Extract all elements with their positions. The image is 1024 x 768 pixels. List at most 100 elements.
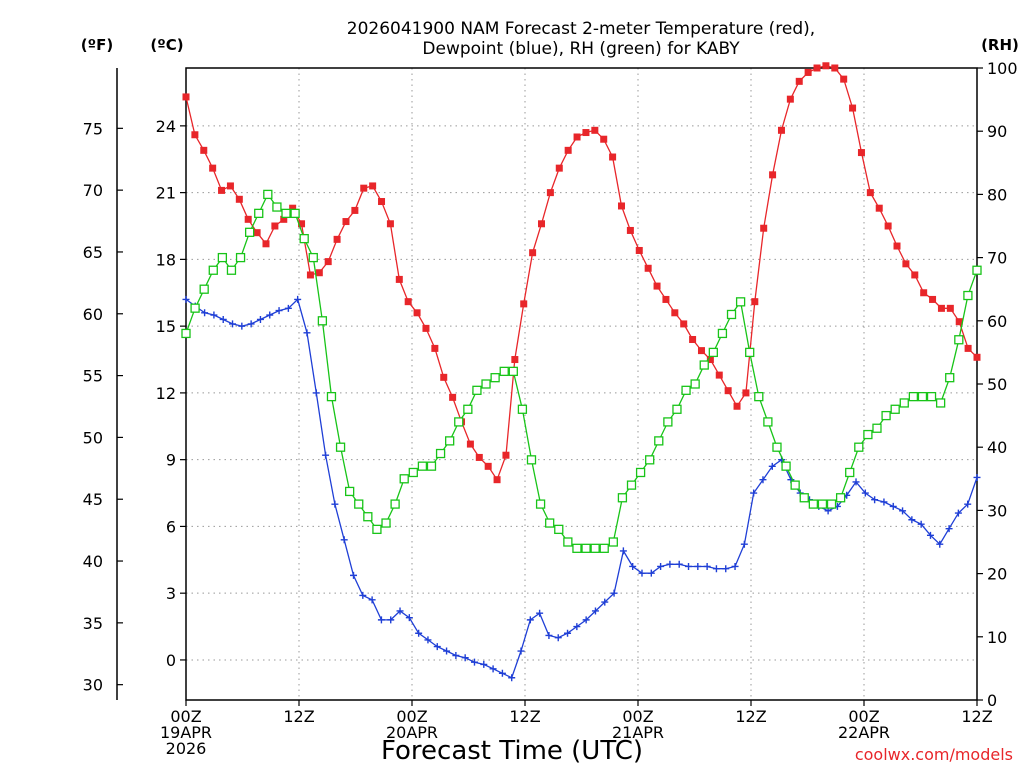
dewpoint-point bbox=[619, 547, 627, 555]
rh-tick-label: 20 bbox=[987, 565, 1007, 584]
temperature-point bbox=[502, 451, 510, 459]
temperature-point bbox=[866, 189, 874, 197]
dewpoint-point bbox=[945, 525, 953, 533]
dewpoint-point bbox=[908, 516, 916, 524]
dewpoint-point bbox=[368, 596, 376, 604]
rh-point bbox=[872, 423, 882, 433]
chart-title-line2: Dewpoint (blue), RH (green) for KABY bbox=[422, 39, 740, 59]
rh-point bbox=[663, 417, 673, 427]
dewpoint-point bbox=[275, 307, 283, 315]
dewpoint-point bbox=[936, 540, 944, 548]
rh-point bbox=[290, 208, 300, 219]
temperature-point bbox=[182, 93, 190, 101]
dewpoint-point bbox=[340, 536, 348, 544]
dewpoint-point bbox=[350, 571, 358, 579]
temperature-line bbox=[185, 65, 978, 482]
temperature-point bbox=[946, 304, 954, 312]
temperature-point bbox=[857, 149, 865, 157]
dewpoint-point bbox=[219, 315, 227, 323]
x-tick-label: 12Z bbox=[509, 707, 540, 726]
temperature-point bbox=[804, 68, 812, 76]
temperature-point bbox=[191, 131, 199, 139]
temperature-point bbox=[884, 222, 892, 230]
dewpoint-line bbox=[185, 298, 978, 679]
rh-unit-label: (RH) bbox=[981, 36, 1019, 54]
dewpoint-point bbox=[564, 629, 572, 637]
temperature-point bbox=[529, 249, 537, 257]
rh-point bbox=[835, 493, 846, 503]
dewpoint-point bbox=[861, 489, 869, 497]
fahrenheit-tick-label: 30 bbox=[83, 676, 103, 695]
rh-point bbox=[526, 455, 537, 465]
dewpoint-point bbox=[256, 315, 264, 323]
temperature-point bbox=[449, 393, 457, 401]
dewpoint-point bbox=[759, 476, 767, 484]
fahrenheit-tick-label: 55 bbox=[83, 367, 103, 386]
dewpoint-point bbox=[880, 498, 888, 506]
rh-tick-label: 10 bbox=[987, 628, 1007, 647]
temperature-point bbox=[564, 146, 572, 154]
temperature-point bbox=[929, 295, 937, 303]
temperature-point bbox=[235, 195, 243, 203]
rh-point bbox=[708, 347, 718, 358]
x-tick-label: 21APR bbox=[612, 723, 664, 742]
rh-point bbox=[754, 391, 764, 402]
dewpoint-point bbox=[415, 629, 423, 637]
rh-tick-label: 0 bbox=[987, 691, 997, 710]
dewpoint-point bbox=[405, 614, 413, 622]
rh-point bbox=[963, 290, 973, 301]
celsius-tick-label: 24 bbox=[156, 117, 176, 136]
rh-point bbox=[926, 391, 937, 402]
rh-point bbox=[244, 227, 255, 237]
temperature-point bbox=[617, 202, 625, 210]
rh-point bbox=[735, 297, 746, 307]
temperature-point bbox=[635, 246, 643, 254]
celsius-tick-label: 3 bbox=[166, 584, 176, 603]
temperature-point bbox=[520, 300, 528, 308]
rh-tick-label: 30 bbox=[987, 501, 1007, 520]
temperature-point bbox=[724, 387, 732, 395]
rh-point bbox=[726, 309, 737, 320]
rh-point bbox=[881, 410, 891, 421]
rh-point bbox=[426, 461, 437, 471]
temperature-point bbox=[555, 164, 563, 172]
temperature-point bbox=[902, 260, 910, 268]
temperature-point bbox=[777, 126, 785, 134]
dewpoint-point bbox=[852, 478, 860, 486]
temperature-point bbox=[484, 462, 492, 470]
temperature-point bbox=[244, 215, 252, 223]
rh-point bbox=[535, 499, 546, 509]
rh-tick-label: 40 bbox=[987, 438, 1007, 457]
rh-point bbox=[454, 417, 464, 427]
rh-point bbox=[826, 499, 837, 509]
temperature-point bbox=[413, 309, 421, 317]
temperature-point bbox=[706, 356, 714, 364]
celsius-tick-label: 12 bbox=[156, 384, 176, 403]
rh-point bbox=[335, 442, 346, 452]
temperature-point bbox=[626, 226, 634, 234]
x-tick-label: 00Z bbox=[848, 707, 879, 726]
celsius-tick-label: 21 bbox=[156, 184, 176, 203]
temperature-point bbox=[671, 309, 679, 317]
dewpoint-point bbox=[443, 647, 451, 655]
temperature-point bbox=[751, 298, 759, 306]
rh-point bbox=[345, 486, 355, 497]
dewpoint-point bbox=[926, 531, 934, 539]
dewpoint-point bbox=[685, 562, 693, 570]
rh-point bbox=[654, 436, 664, 446]
temperature-point bbox=[226, 182, 234, 190]
temperature-point bbox=[431, 344, 439, 352]
rh-point bbox=[472, 385, 482, 395]
dewpoint-point bbox=[899, 507, 907, 515]
rh-point bbox=[508, 366, 518, 377]
rh-point bbox=[317, 316, 328, 326]
data-series bbox=[181, 62, 982, 682]
temperature-point bbox=[440, 373, 448, 381]
rh-point bbox=[381, 518, 391, 528]
rh-tick-label: 50 bbox=[987, 375, 1007, 394]
temperature-point bbox=[609, 153, 617, 161]
temperature-point bbox=[760, 224, 768, 232]
rh-point bbox=[699, 360, 709, 370]
x-tick-label: 12Z bbox=[961, 707, 992, 726]
